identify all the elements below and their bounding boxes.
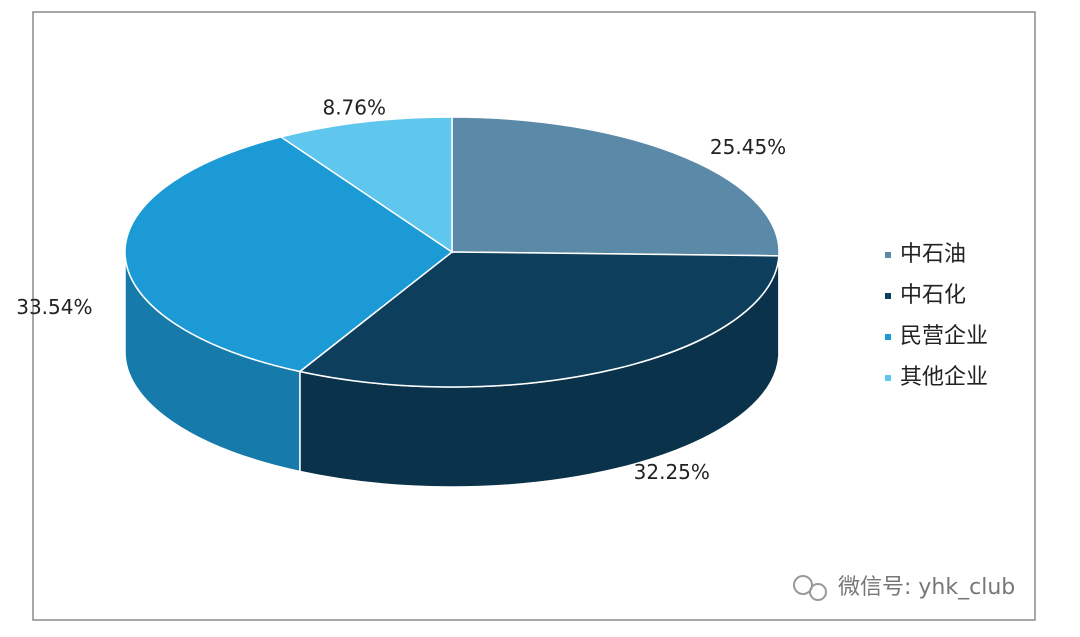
data-label: 25.45% — [710, 135, 786, 159]
legend-label: 民营企业 — [900, 324, 988, 349]
pie-slice — [298, 251, 780, 388]
watermark-icon — [793, 575, 827, 601]
legend-marker — [885, 334, 891, 340]
legend-label: 中石油 — [900, 242, 966, 267]
pie-slice — [279, 116, 453, 254]
legend-label: 其他企业 — [900, 365, 988, 390]
data-label: 33.54% — [16, 295, 92, 319]
data-label: 32.25% — [634, 460, 710, 484]
pie-slice — [451, 116, 780, 257]
pie — [124, 116, 780, 488]
pie-slice — [124, 136, 454, 373]
legend-label: 中石化 — [900, 283, 966, 308]
data-label: 8.76% — [322, 96, 386, 120]
legend-marker — [885, 375, 891, 381]
labels: 25.45% 32.25% 33.54% 8.76% — [16, 96, 786, 484]
legend-marker — [885, 293, 891, 299]
legend-marker — [885, 252, 891, 258]
watermark: 微信号: yhk_club — [838, 575, 1015, 600]
